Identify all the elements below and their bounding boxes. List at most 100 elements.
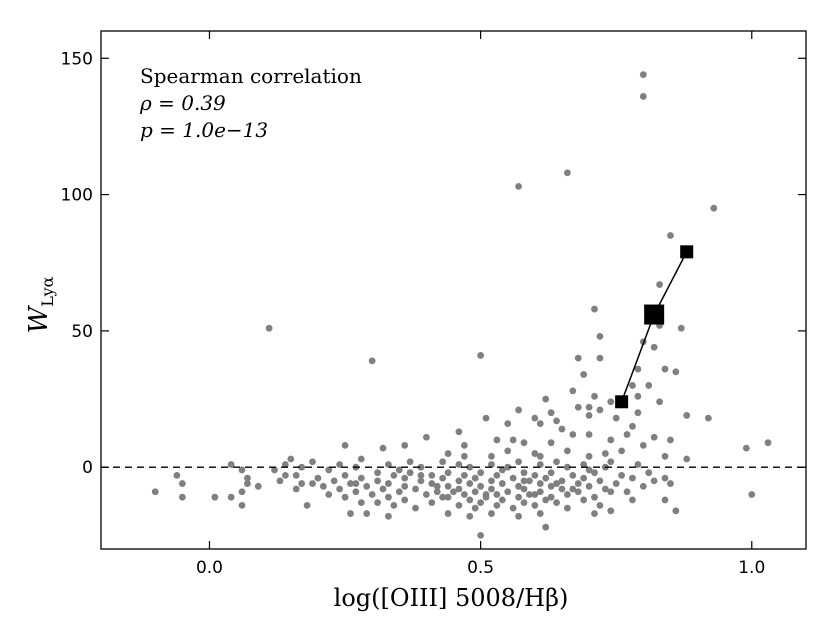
scatter-point [553,417,560,425]
scatter-point [634,365,642,373]
scatter-point [748,491,756,498]
binned-line [620,251,688,403]
scatter-point [536,510,544,517]
scatter-point [607,488,615,496]
scatter-point [444,482,452,490]
scatter-point [629,422,636,430]
scatter-point [385,512,392,520]
scatter-point [460,471,468,479]
x-tick-label: 0.0 [196,558,223,578]
x-tick-label: 1.0 [738,558,765,578]
scatter-point [667,232,674,239]
scatter-point [385,493,392,501]
scatter-point [585,403,593,411]
scatter-point [618,471,626,479]
scatter-point [710,204,718,212]
scatter-point [428,499,436,507]
scatter-point [401,482,409,490]
scatter-point [542,395,550,403]
scatter-point [612,480,620,487]
scatter-point [629,496,636,504]
scatter-point [390,471,398,479]
scatter-point [629,382,636,389]
scatter-point [460,442,468,449]
scatter-point [623,488,631,496]
scatter-point [471,504,479,512]
scatter-point [672,507,680,515]
scatter-point [406,458,414,466]
scatter-point [488,477,495,485]
scatter-point [504,488,512,496]
scatter-point [536,420,544,427]
scatter-point [211,493,219,501]
scatter-point [395,488,403,496]
scatter-point [504,447,512,455]
scatter-point [563,504,571,512]
scatter-point [520,485,528,493]
scatter-point [493,471,501,479]
scatter-point [563,463,571,471]
scatter-point [466,512,474,520]
scatter-point [477,469,485,477]
scatter-point [531,450,539,457]
scatter-point [455,428,463,436]
binned-series [615,245,694,409]
scatter-point [395,466,403,474]
scatter-point [569,485,577,493]
scatter-point [173,471,181,479]
scatter-point [352,480,360,487]
scatter-point [547,482,555,490]
scatter-point [238,488,246,496]
scatter-point [650,433,658,441]
scatter-point [607,436,615,444]
scatter-point [623,431,631,438]
scatter-point [553,458,560,466]
scatter-point [634,392,642,400]
scatter-point [444,510,452,517]
scatter-point [498,466,506,474]
scatter-point [504,463,512,471]
scatter-point [401,496,409,504]
scatter-point [401,442,409,449]
scatter-point [471,488,479,496]
scatter-point [607,507,615,515]
scatter-point [227,493,235,501]
scatter-point [526,491,533,498]
scatter-point [314,474,322,482]
scatter-point [569,431,577,438]
scatter-point [509,436,517,444]
scatter-point [607,458,615,466]
scatter-point [683,455,691,463]
binned-point [644,304,665,325]
svg-text:WLyα: WLyα [24,276,57,333]
scatter-point [363,482,371,490]
scatter-point [374,499,381,507]
scatter-point [498,480,506,487]
scatter-point [634,461,642,468]
scatter-point [558,477,566,485]
scatter-point [412,485,419,493]
scatter-point [504,420,512,427]
scatter-point [298,463,306,471]
scatter-point [325,491,333,498]
scatter-point [287,455,295,463]
scatter-point [178,493,186,501]
scatter-point [672,368,680,376]
scatter-point [591,469,598,477]
scatter-point [444,450,452,457]
scatter-point [341,493,349,501]
scatter-point [455,477,463,485]
scatter-point [639,442,647,449]
scatter-point [645,469,653,477]
scatter-point [352,488,360,496]
scatter-point [639,93,647,100]
scatter-point [244,474,251,482]
scatter-point [450,488,457,496]
scatter-point [547,409,555,417]
scatter-point [466,496,474,504]
y-tick-label: 0 [82,458,93,478]
scatter-point [466,463,474,471]
scatter-point [292,485,300,493]
scatter-point [574,480,582,487]
scatter-point [477,531,485,539]
